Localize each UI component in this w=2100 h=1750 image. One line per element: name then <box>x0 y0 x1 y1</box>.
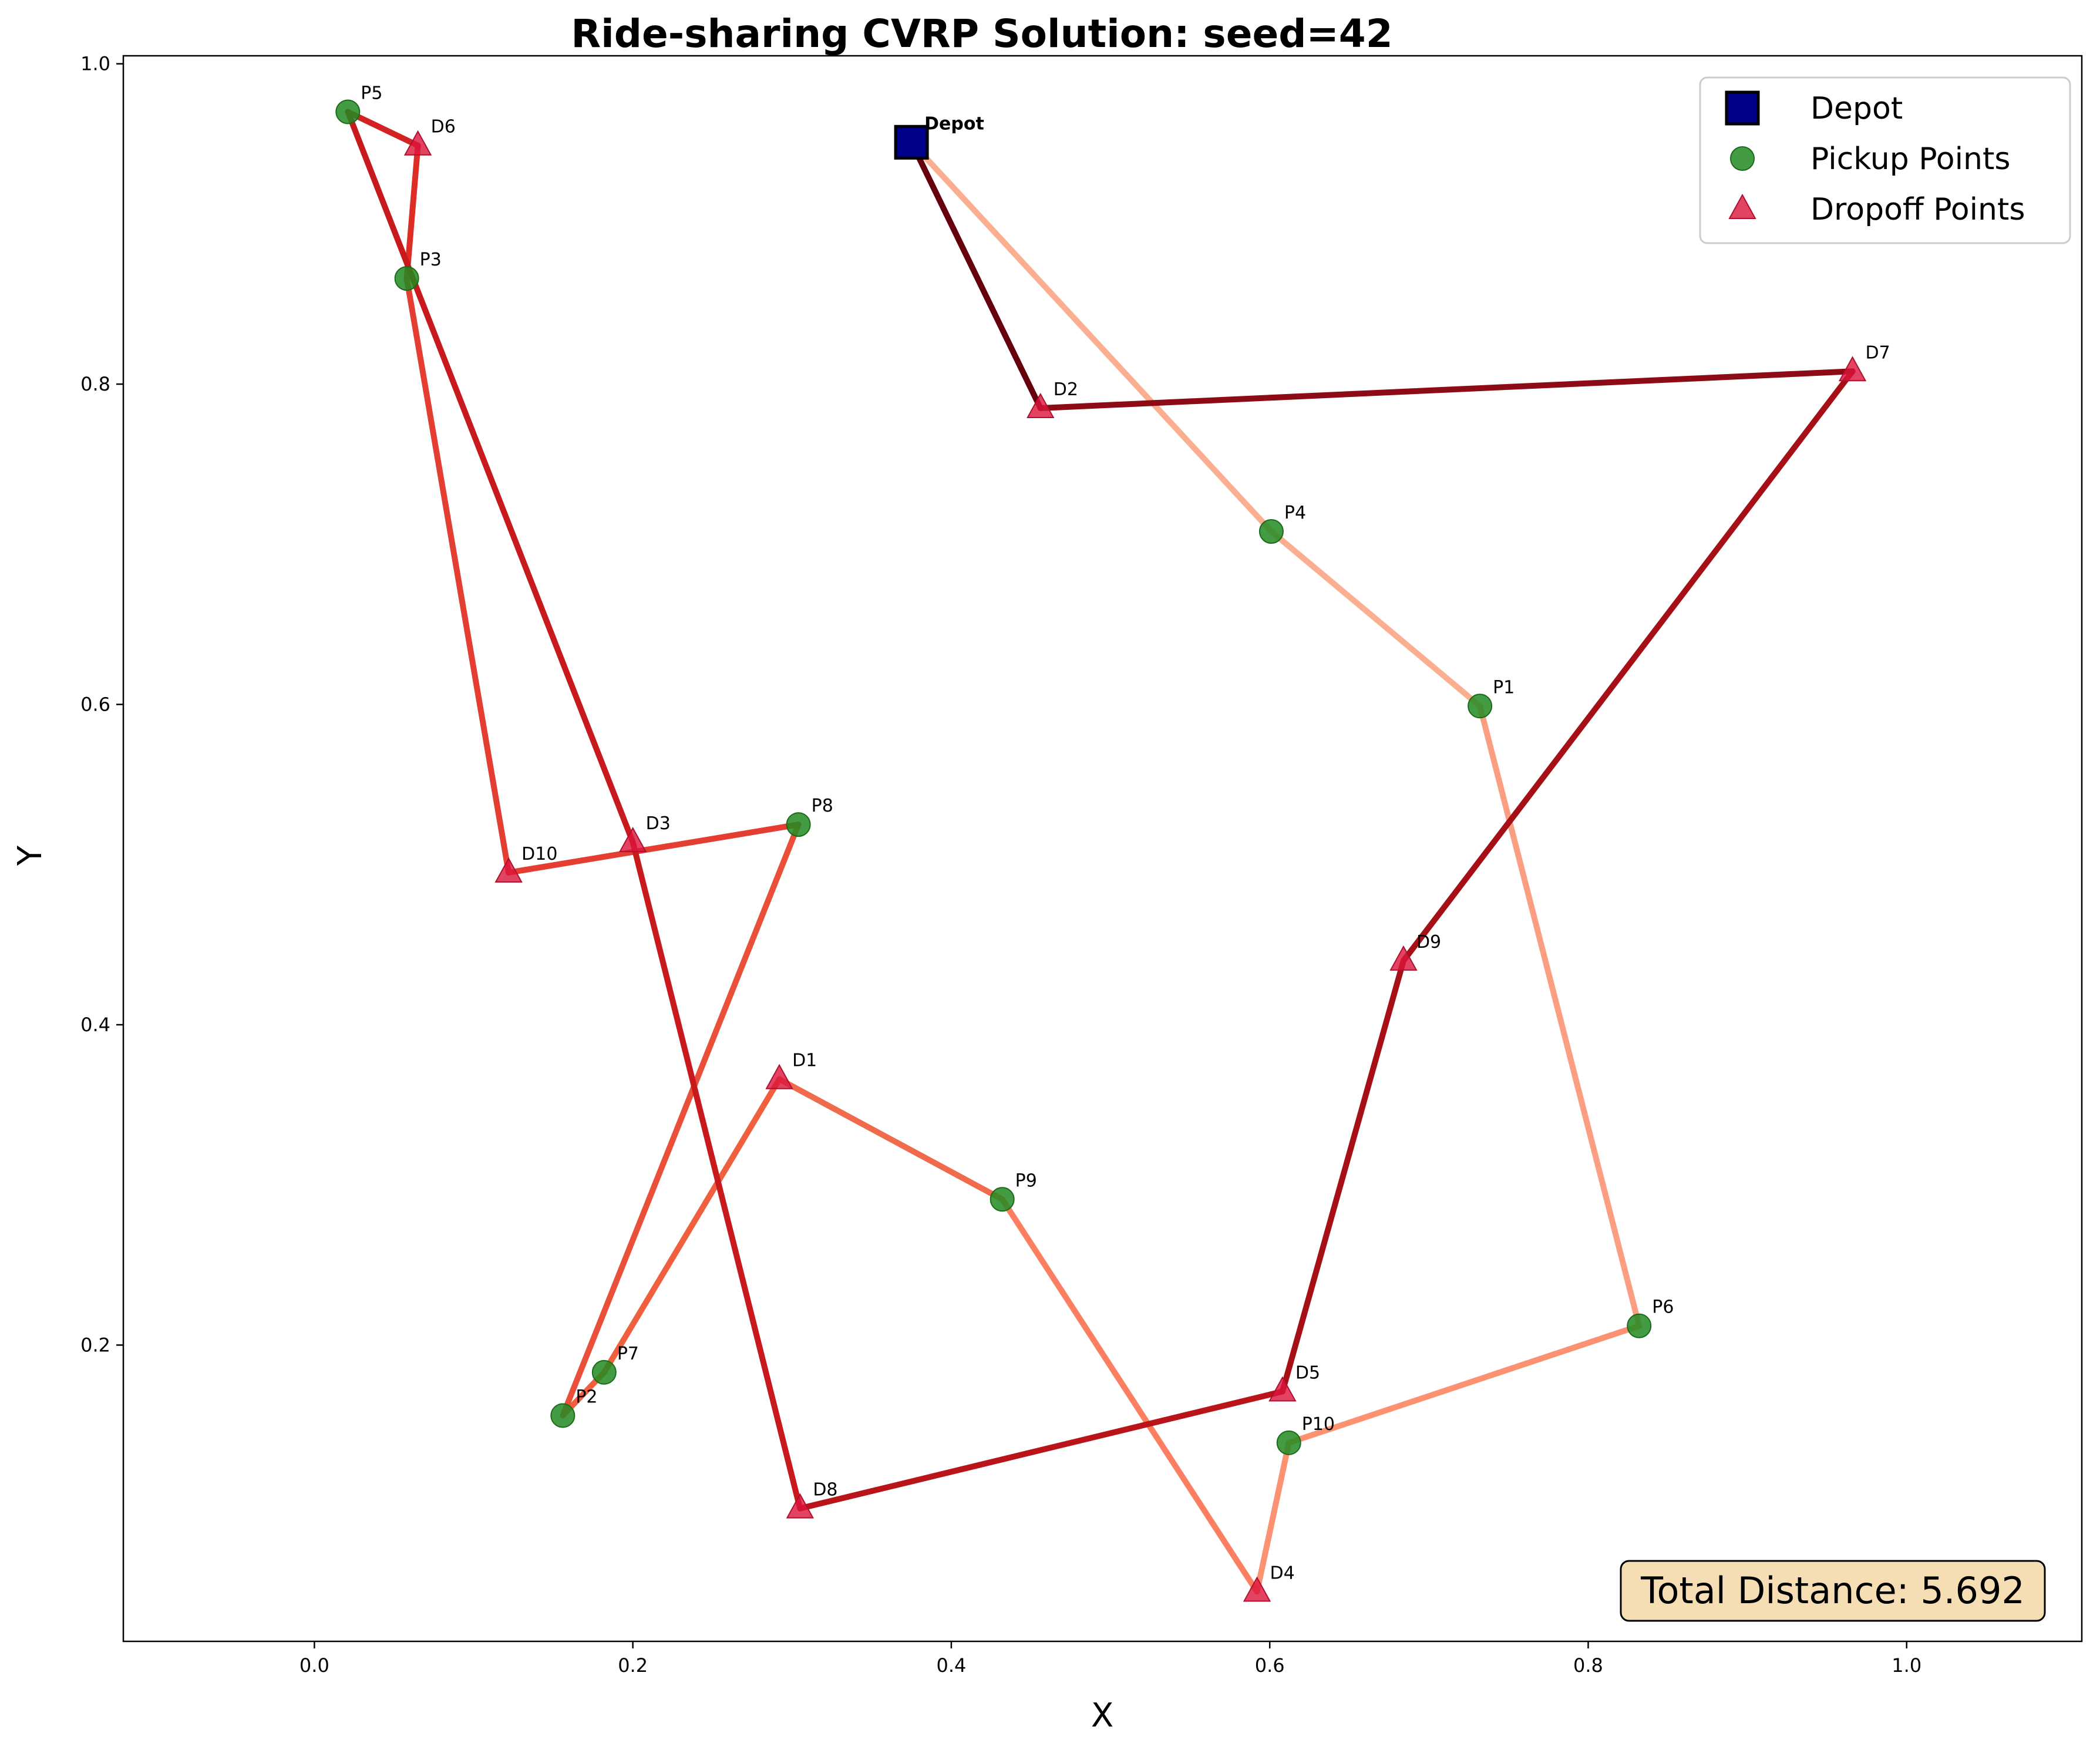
pickup-label: P4 <box>1284 503 1306 523</box>
pickup-label: P7 <box>617 1344 639 1364</box>
route-segment <box>1254 1439 1292 1595</box>
route-lines <box>345 109 1856 1595</box>
route-segment <box>1268 529 1483 709</box>
y-tick-label: 0.2 <box>80 1334 110 1356</box>
route-segment <box>1400 368 1856 964</box>
pickup-point <box>1468 694 1493 719</box>
route-segment <box>908 139 1274 534</box>
pickup-label: P2 <box>576 1386 597 1407</box>
pickup-point <box>335 99 361 124</box>
pickup-point <box>1627 1313 1652 1338</box>
pickup-point <box>990 1187 1015 1212</box>
x-tick-label: 0.0 <box>299 1654 329 1677</box>
pickup-point <box>1276 1430 1301 1455</box>
depot-label: Depot <box>924 113 984 134</box>
dropoff-point <box>1243 1576 1271 1602</box>
dropoff-label: D9 <box>1416 932 1441 953</box>
route-segment <box>797 1388 1285 1512</box>
x-tick-label: 1.0 <box>1892 1654 1921 1677</box>
dropoff-point <box>1027 392 1055 418</box>
route-segment <box>1037 368 1856 411</box>
dropoff-point <box>403 130 432 156</box>
pickup-label: P1 <box>1493 677 1515 698</box>
dropoff-label: D5 <box>1295 1363 1320 1384</box>
legend-entry-label: Dropoff Points <box>1810 192 2025 227</box>
x-tick-label: 0.6 <box>1255 1654 1285 1677</box>
y-axis-label: Y <box>11 845 49 866</box>
dropoff-point <box>1389 945 1418 971</box>
dropoff-point <box>765 1064 793 1089</box>
y-tick-label: 1.0 <box>80 53 110 75</box>
pickup-label: P6 <box>1652 1297 1674 1318</box>
route-segment <box>1279 957 1406 1395</box>
dropoff-label: D7 <box>1866 342 1890 363</box>
legend-entry-label: Pickup Points <box>1810 142 2010 177</box>
legend-pickup-marker <box>1730 146 1755 171</box>
chart-title: Ride-sharing CVRP Solution: seed=42 <box>571 11 1392 56</box>
pickup-label: P8 <box>812 796 833 816</box>
pickup-label: P3 <box>420 250 442 270</box>
y-tick-label: 0.4 <box>80 1014 110 1036</box>
route-segment <box>345 109 636 846</box>
total-distance-box: Total Distance: 5.692 <box>1620 1560 2046 1622</box>
pickup-point <box>550 1403 576 1428</box>
dropoff-point <box>786 1493 815 1519</box>
total-distance-text: Total Distance: 5.692 <box>1640 1569 2025 1612</box>
x-tick-label: 0.8 <box>1573 1654 1603 1677</box>
dropoff-label: D6 <box>431 117 456 137</box>
dropoff-point <box>1268 1376 1297 1402</box>
dropoff-label: D10 <box>521 844 557 864</box>
legend-box <box>1699 76 2071 244</box>
dropoff-point <box>1838 356 1867 382</box>
pickup-point <box>591 1359 617 1385</box>
y-tick-label: 0.6 <box>80 694 110 716</box>
pickup-label: P5 <box>361 83 382 103</box>
route-segment <box>1477 703 1643 1329</box>
route-segment <box>506 822 802 876</box>
route-segment <box>908 139 1044 411</box>
dropoff-label: D4 <box>1270 1563 1295 1583</box>
plot-area: 0.0 0.2 0.4 0.6 0.8 1.0 0.2 0.4 0.6 0.8 1.0 P1 P2 P3 P… <box>80 53 2083 1677</box>
depot-marker <box>894 124 929 160</box>
dropoff-label: D3 <box>646 813 671 834</box>
y-tick-label: 0.8 <box>80 373 110 395</box>
route-segment <box>560 822 802 1419</box>
pickup-point <box>394 266 419 291</box>
dropoff-point <box>618 827 647 853</box>
route-segment <box>776 1076 1005 1203</box>
pickup-label: P9 <box>1015 1170 1037 1191</box>
x-axis-label: X <box>1091 1697 1113 1735</box>
legend-entry-label: Depot <box>1810 91 1903 126</box>
pickup-point <box>786 812 811 837</box>
legend-dropoff-marker <box>1728 193 1756 219</box>
route-segment <box>601 1076 783 1375</box>
dropoff-label: D8 <box>813 1480 837 1500</box>
x-tick-label: 0.4 <box>936 1654 966 1677</box>
dropoff-point <box>494 857 523 883</box>
route-segment <box>345 109 421 149</box>
pickup-point <box>1258 519 1284 544</box>
dropoff-label: D1 <box>792 1051 817 1071</box>
legend: Depot Pickup Points Dropoff Points <box>1699 76 2071 244</box>
legend-depot-marker <box>1725 90 1760 126</box>
pickup-label: P10 <box>1302 1414 1335 1435</box>
route-segment <box>1285 1322 1643 1446</box>
route-segment <box>403 142 421 282</box>
dropoff-label: D2 <box>1054 379 1078 400</box>
route-segment <box>630 839 803 1512</box>
route-segment <box>999 1196 1260 1595</box>
total-distance-background <box>1620 1560 2046 1622</box>
route-segment <box>403 275 512 876</box>
x-tick-label: 0.2 <box>618 1654 648 1677</box>
axes-frame <box>122 55 2083 1643</box>
